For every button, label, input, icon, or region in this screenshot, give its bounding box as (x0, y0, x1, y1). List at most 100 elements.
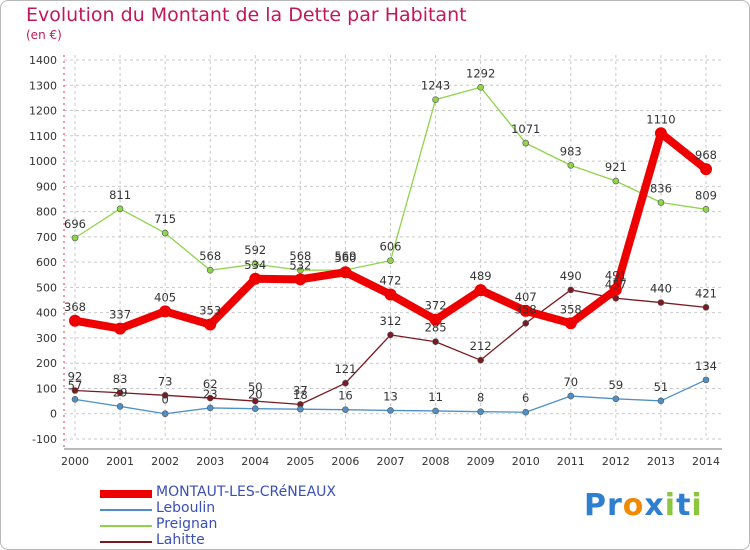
data-point (297, 266, 304, 274)
legend-swatch (100, 525, 152, 527)
data-point (342, 379, 349, 387)
data-point (387, 407, 394, 414)
x-tick-label: 2006 (331, 455, 359, 468)
data-label: 405 (154, 290, 176, 304)
data-label: 921 (605, 160, 627, 174)
y-tick-label: 800 (36, 206, 57, 219)
x-tick-label: 2010 (512, 455, 540, 468)
data-label: 715 (154, 212, 176, 226)
data-point (657, 397, 665, 405)
data-point (116, 403, 124, 410)
data-point (702, 376, 710, 384)
legend-label: Preignan (156, 516, 218, 532)
data-label: 212 (470, 339, 492, 353)
data-label: 121 (334, 362, 356, 376)
x-tick-label: 2002 (151, 455, 179, 468)
data-point (161, 410, 169, 418)
x-tick-label: 2009 (467, 455, 495, 468)
data-point (294, 273, 307, 286)
data-label: 568 (199, 249, 221, 263)
x-tick-label: 2007 (377, 455, 405, 468)
data-label: 968 (695, 148, 717, 162)
data-point (657, 199, 665, 206)
data-label: 407 (515, 290, 537, 304)
data-point (522, 139, 530, 147)
data-label: 811 (109, 188, 131, 202)
data-label: 1110 (646, 112, 675, 126)
data-labels: 92 83 73 62 50 37 121 312 285 212 358 490 457 440 421 5… (64, 66, 717, 406)
data-label: 490 (560, 269, 582, 283)
data-label: 457 (605, 277, 627, 291)
data-label: 29 (113, 385, 128, 399)
x-tick-label: 2012 (602, 455, 630, 468)
data-label: 560 (334, 251, 356, 265)
data-point (702, 304, 710, 311)
y-tick-label: 200 (36, 357, 57, 370)
data-point (339, 266, 352, 279)
data-label: 421 (695, 286, 717, 300)
data-point (429, 313, 442, 326)
proxiti-logo: Proxiti (584, 488, 703, 523)
y-tick-label: 400 (36, 307, 57, 320)
data-point (612, 395, 620, 403)
data-label: 0 (161, 393, 168, 407)
data-label: 337 (109, 308, 131, 322)
data-point (700, 163, 712, 176)
data-label: 13 (383, 389, 398, 403)
data-label: 696 (64, 217, 86, 231)
y-tick-label: 1100 (29, 130, 57, 143)
data-label: 285 (425, 321, 447, 335)
data-label: 1071 (511, 122, 540, 136)
data-label: 62 (203, 377, 218, 391)
data-label: 472 (380, 273, 402, 287)
data-point (477, 83, 484, 91)
data-label: 568 (289, 249, 311, 263)
data-point (206, 404, 214, 412)
data-point (251, 397, 259, 405)
data-point (567, 286, 575, 294)
data-point (432, 96, 439, 103)
y-tick-label: 1000 (29, 155, 57, 168)
data-label: 51 (654, 380, 669, 394)
data-point (69, 314, 81, 327)
data-label: 6 (522, 391, 529, 405)
data-point (71, 396, 79, 403)
data-point (384, 288, 397, 301)
legend-swatch (100, 509, 152, 511)
data-label: 16 (338, 389, 353, 403)
legend-label: MONTAUT-LES-CRéNEAUX (156, 484, 336, 500)
data-label: 18 (293, 388, 308, 402)
y-tick-label: 700 (36, 231, 57, 244)
data-point (477, 408, 484, 416)
chart-title: Evolution du Montant de la Dette par Hab… (26, 4, 467, 26)
data-point (161, 229, 169, 237)
data-label: 440 (650, 282, 672, 296)
data-point (654, 127, 667, 140)
legend-label: Lahitte (156, 532, 205, 548)
data-point (116, 205, 124, 213)
data-label: 134 (695, 359, 717, 373)
data-point (114, 322, 127, 335)
data-label: 353 (199, 304, 221, 318)
data-label: 809 (695, 188, 717, 202)
data-label: 312 (380, 314, 402, 328)
data-point (657, 299, 665, 306)
data-point (206, 266, 214, 274)
data-label: 73 (158, 374, 173, 388)
data-label: 20 (248, 388, 263, 402)
y-tick-label: 1200 (29, 105, 57, 118)
data-label: 489 (470, 269, 492, 283)
data-label: 606 (380, 240, 402, 254)
legend-swatch (100, 490, 152, 498)
data-label: 569 (334, 249, 356, 263)
data-label: 372 (425, 299, 447, 313)
data-label: 532 (289, 258, 311, 272)
data-label: 11 (428, 390, 443, 404)
data-label: 1243 (421, 79, 450, 93)
data-label: 534 (244, 258, 266, 272)
data-label: 83 (113, 372, 128, 386)
data-point (206, 394, 214, 402)
data-point (567, 392, 575, 400)
